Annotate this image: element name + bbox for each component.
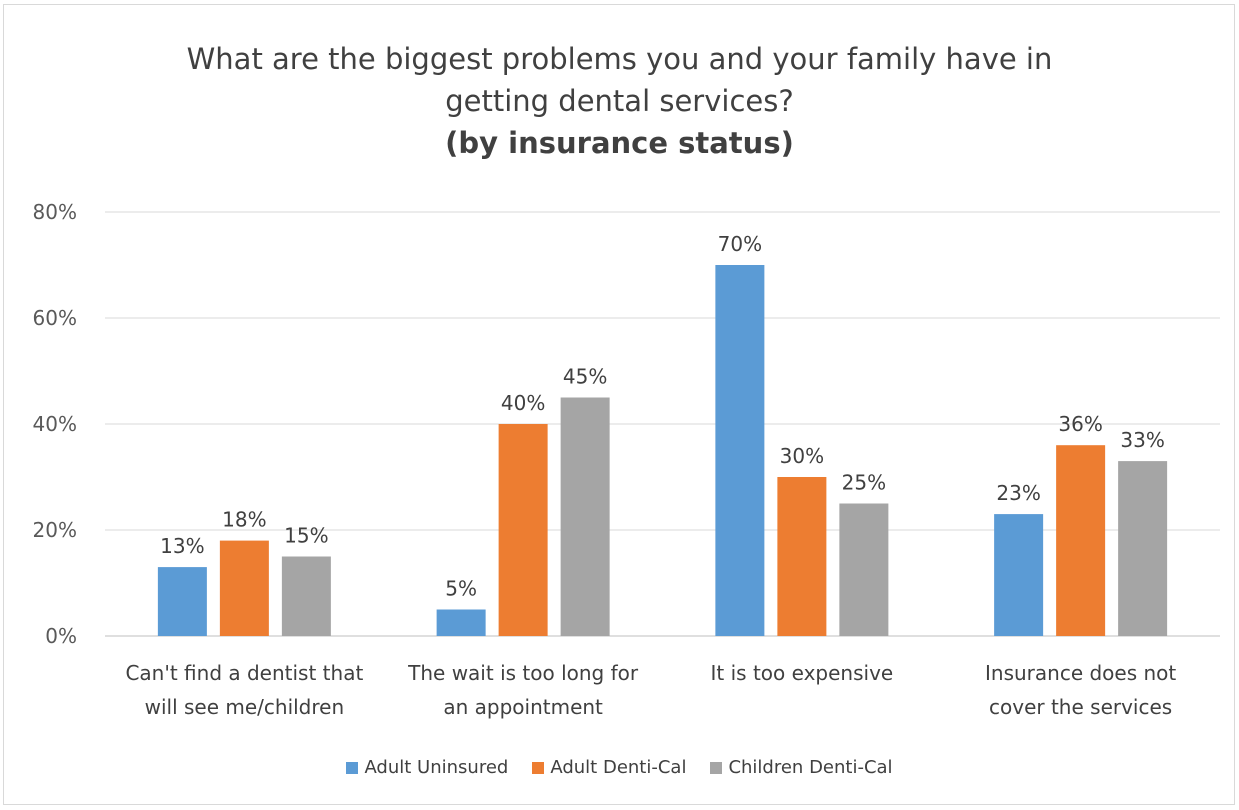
bar-adult-uninsured: [436, 609, 486, 636]
y-tick-label: 80%: [33, 200, 77, 224]
bar-children-denti-cal: [839, 503, 889, 636]
data-label: 25%: [842, 471, 886, 495]
bar-children-denti-cal: [281, 556, 331, 636]
chart-title-line-1: What are the biggest problems you and yo…: [186, 42, 1053, 76]
bar-adult-denti-cal: [219, 540, 269, 636]
category-label: Insurance does not: [985, 661, 1176, 685]
category-label: cover the services: [989, 695, 1172, 719]
data-label: 70%: [718, 232, 762, 256]
legend-item-adult-uninsured: Adult Uninsured: [346, 757, 508, 778]
bar-adult-denti-cal: [498, 424, 548, 636]
legend-swatch-adult-denti-cal: [532, 761, 545, 774]
data-label: 33%: [1120, 428, 1164, 452]
data-label: 23%: [996, 481, 1040, 505]
category-label: Can't find a dentist that: [125, 661, 363, 685]
legend-label-children-denti-cal: Children Denti-Cal: [728, 757, 893, 778]
y-tick-label: 40%: [33, 412, 77, 436]
bar-adult-denti-cal: [1056, 445, 1106, 636]
legend-label-adult-uninsured: Adult Uninsured: [364, 757, 509, 778]
chart-subtitle: (by insurance status): [445, 126, 794, 160]
category-label: an appointment: [443, 695, 603, 719]
data-label: 45%: [563, 365, 607, 389]
bar-adult-uninsured: [994, 514, 1044, 636]
y-tick-label: 60%: [33, 306, 77, 330]
legend-swatch-adult-uninsured: [346, 761, 359, 774]
bar-adult-denti-cal: [777, 477, 827, 636]
chart-title: What are the biggest problems you and yo…: [0, 38, 1239, 164]
bar-children-denti-cal: [1118, 461, 1168, 636]
legend-swatch-children-denti-cal: [710, 761, 723, 774]
data-label: 30%: [780, 444, 824, 468]
y-tick-label: 20%: [33, 518, 77, 542]
y-tick-label: 0%: [45, 624, 77, 648]
data-label: 36%: [1058, 412, 1102, 436]
category-label: The wait is too long for: [407, 661, 639, 685]
legend-item-adult-denti-cal: Adult Denti-Cal: [532, 757, 686, 778]
category-label: will see me/children: [145, 695, 345, 719]
legend: Adult Uninsured Adult Denti-Cal Children…: [0, 757, 1239, 778]
bar-children-denti-cal: [560, 397, 610, 636]
legend-label-adult-denti-cal: Adult Denti-Cal: [550, 757, 687, 778]
category-label: It is too expensive: [711, 661, 894, 685]
legend-item-children-denti-cal: Children Denti-Cal: [710, 757, 893, 778]
data-label: 13%: [160, 534, 204, 558]
data-label: 5%: [445, 577, 477, 601]
bar-adult-uninsured: [157, 567, 207, 636]
data-label: 15%: [284, 524, 328, 548]
chart-title-line-2: getting dental services?: [445, 84, 794, 118]
bar-adult-uninsured: [715, 265, 765, 636]
chart-frame: [3, 4, 1235, 805]
data-label: 40%: [501, 391, 545, 415]
data-label: 18%: [222, 508, 266, 532]
